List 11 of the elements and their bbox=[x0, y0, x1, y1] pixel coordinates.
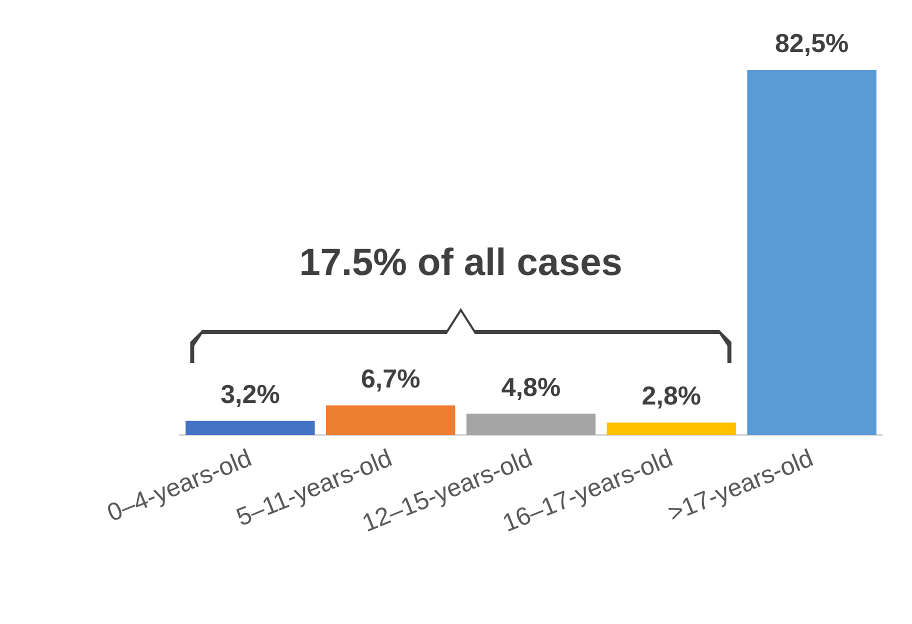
bar bbox=[186, 420, 315, 435]
bar bbox=[606, 422, 736, 435]
bar bbox=[466, 414, 596, 435]
data-label: 2,8% bbox=[642, 380, 702, 411]
bar bbox=[326, 405, 456, 435]
data-label: 4,8% bbox=[501, 372, 561, 402]
data-label: 6,7% bbox=[360, 363, 420, 394]
annotation: 17.5% of all cases bbox=[299, 242, 622, 284]
bar bbox=[747, 70, 876, 435]
data-label: 82,5% bbox=[774, 28, 849, 58]
data-label: 3,2% bbox=[220, 378, 280, 409]
